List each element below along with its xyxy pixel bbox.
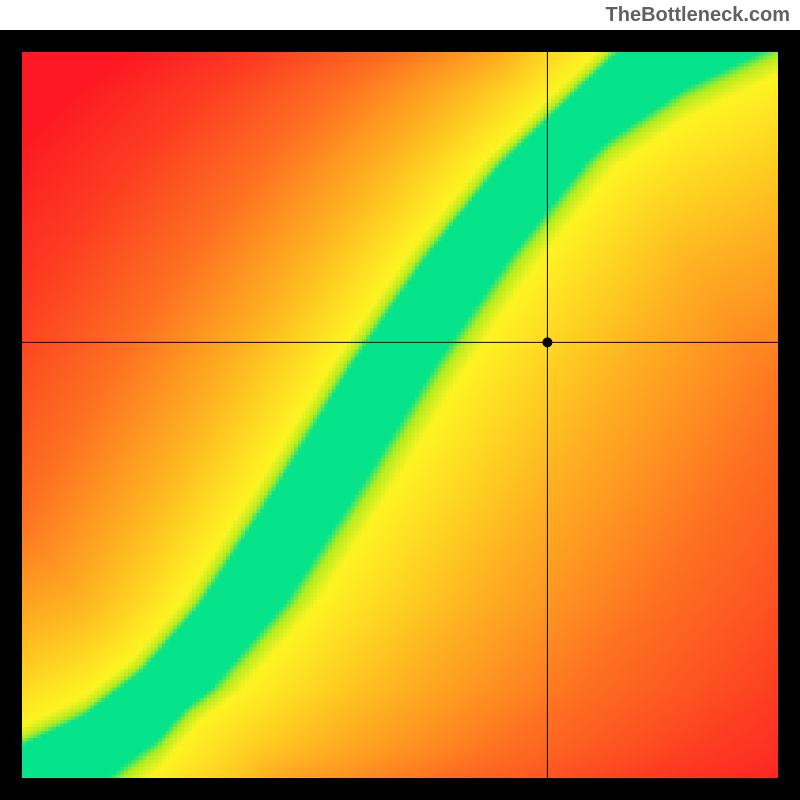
chart-container: [0, 30, 800, 800]
watermark-header: TheBottleneck.com: [0, 0, 800, 30]
chart-plot-area: [22, 52, 778, 778]
watermark-text: TheBottleneck.com: [606, 4, 790, 26]
bottleneck-heatmap-canvas: [22, 52, 778, 778]
